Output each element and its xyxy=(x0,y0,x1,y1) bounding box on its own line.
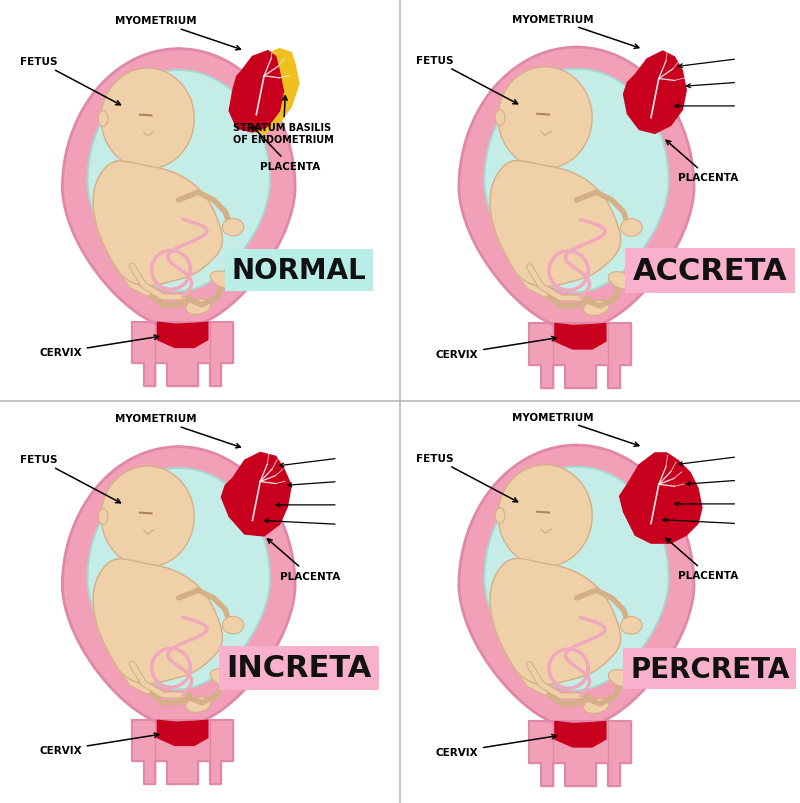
Polygon shape xyxy=(233,50,299,135)
Text: MYOMETRIUM: MYOMETRIUM xyxy=(512,14,639,49)
Ellipse shape xyxy=(608,272,634,290)
Ellipse shape xyxy=(583,699,609,714)
Polygon shape xyxy=(93,559,222,683)
Polygon shape xyxy=(62,50,295,328)
Ellipse shape xyxy=(186,300,210,315)
Polygon shape xyxy=(484,70,669,293)
Text: MYOMETRIUM: MYOMETRIUM xyxy=(512,412,639,446)
Polygon shape xyxy=(62,447,295,726)
Text: FETUS: FETUS xyxy=(416,453,518,502)
Polygon shape xyxy=(459,446,694,728)
Polygon shape xyxy=(93,161,222,286)
Polygon shape xyxy=(158,323,208,348)
Text: CERVIX: CERVIX xyxy=(435,337,556,360)
Polygon shape xyxy=(620,454,702,544)
Ellipse shape xyxy=(98,112,108,127)
Ellipse shape xyxy=(608,670,634,687)
Text: PLACENTA: PLACENTA xyxy=(666,539,738,581)
Text: FETUS: FETUS xyxy=(20,454,121,503)
Ellipse shape xyxy=(621,219,642,237)
Ellipse shape xyxy=(498,67,592,169)
Polygon shape xyxy=(87,71,270,291)
Polygon shape xyxy=(229,51,283,133)
Ellipse shape xyxy=(222,219,244,237)
Polygon shape xyxy=(490,559,621,684)
Polygon shape xyxy=(555,722,606,747)
Polygon shape xyxy=(158,720,208,745)
Ellipse shape xyxy=(210,271,236,289)
Ellipse shape xyxy=(210,669,236,687)
Polygon shape xyxy=(459,48,694,330)
Text: CERVIX: CERVIX xyxy=(39,336,158,358)
Ellipse shape xyxy=(621,617,642,634)
Ellipse shape xyxy=(495,111,505,126)
Text: PERCRETA: PERCRETA xyxy=(630,654,790,683)
Ellipse shape xyxy=(101,467,194,567)
Text: MYOMETRIUM: MYOMETRIUM xyxy=(114,414,241,448)
Text: MYOMETRIUM: MYOMETRIUM xyxy=(114,16,241,51)
Polygon shape xyxy=(623,52,686,134)
Ellipse shape xyxy=(98,509,108,524)
Text: ACCRETA: ACCRETA xyxy=(633,257,787,286)
Polygon shape xyxy=(490,161,621,287)
Ellipse shape xyxy=(495,508,505,524)
Polygon shape xyxy=(87,468,270,689)
Text: INCRETA: INCRETA xyxy=(226,654,372,683)
Ellipse shape xyxy=(186,697,210,712)
Polygon shape xyxy=(530,722,631,786)
Text: STRATUM BASILIS
OF ENDOMETRIUM: STRATUM BASILIS OF ENDOMETRIUM xyxy=(233,96,334,145)
Text: FETUS: FETUS xyxy=(20,57,121,106)
Polygon shape xyxy=(555,324,606,349)
Polygon shape xyxy=(132,323,233,387)
Text: NORMAL: NORMAL xyxy=(232,256,366,284)
Polygon shape xyxy=(132,720,233,785)
Polygon shape xyxy=(484,467,669,691)
Ellipse shape xyxy=(498,465,592,567)
Text: PLACENTA: PLACENTA xyxy=(267,539,340,581)
Ellipse shape xyxy=(101,69,194,169)
Text: CERVIX: CERVIX xyxy=(435,735,556,757)
Ellipse shape xyxy=(222,617,244,634)
Text: PLACENTA: PLACENTA xyxy=(666,141,738,183)
Text: CERVIX: CERVIX xyxy=(39,733,158,756)
Text: FETUS: FETUS xyxy=(416,55,518,104)
Polygon shape xyxy=(530,324,631,389)
Ellipse shape xyxy=(583,301,609,316)
Polygon shape xyxy=(222,453,291,536)
Text: PLACENTA: PLACENTA xyxy=(252,127,321,172)
